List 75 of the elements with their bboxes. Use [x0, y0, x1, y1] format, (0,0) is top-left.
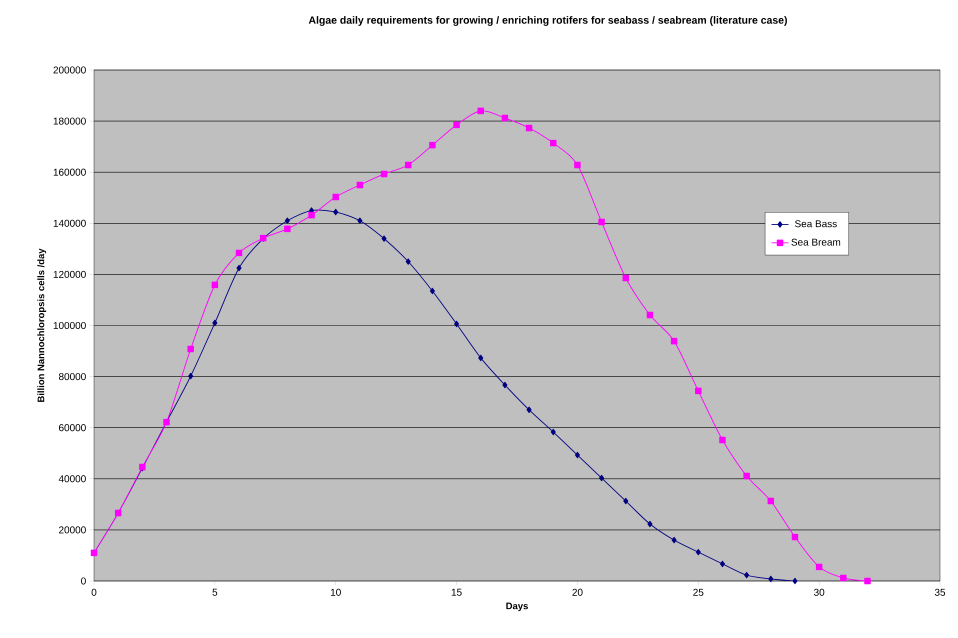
y-tick-label: 0	[81, 577, 86, 585]
point	[212, 282, 218, 288]
point	[695, 388, 702, 394]
y-axis-title: Billion Nannochloropsis cells /day	[37, 248, 46, 402]
y-tick-label: 140000	[54, 220, 86, 227]
point	[719, 436, 726, 444]
point	[236, 264, 242, 272]
point	[670, 338, 678, 344]
point	[454, 320, 460, 328]
y-tick-label: 100000	[54, 322, 86, 330]
legend-label: Sea Bass	[795, 220, 837, 228]
x-tick-label: 0	[92, 588, 96, 596]
point	[382, 235, 387, 242]
point	[574, 452, 580, 458]
point	[550, 428, 556, 436]
x-tick-label: 5	[212, 588, 218, 596]
point	[598, 218, 605, 226]
point	[356, 182, 364, 188]
point	[404, 162, 412, 168]
point	[333, 208, 338, 216]
point	[406, 258, 411, 265]
point	[720, 560, 726, 568]
chart-title: Algae daily requirements for growing / enriching rotifers for seabass / seabream (literature case)	[308, 16, 787, 26]
y-tick-label: 200000	[53, 66, 86, 74]
point	[768, 576, 774, 582]
point	[478, 354, 484, 362]
x-tick-label: 10	[330, 588, 341, 596]
y-tick-label: 180000	[54, 118, 86, 125]
point	[308, 212, 315, 218]
point	[236, 250, 242, 256]
point	[599, 474, 604, 482]
point	[429, 142, 436, 148]
point	[284, 226, 291, 232]
point	[696, 548, 701, 556]
point	[768, 498, 774, 504]
point	[478, 108, 484, 114]
point	[816, 564, 822, 570]
y-tick-label: 160000	[54, 168, 86, 176]
legend-label: Sea Bream	[791, 238, 840, 246]
x-tick-label: 15	[452, 588, 462, 596]
point	[430, 288, 435, 294]
point	[502, 114, 508, 122]
point	[550, 140, 556, 146]
point	[332, 194, 339, 200]
point	[743, 472, 750, 480]
x-tick-label: 30	[814, 588, 824, 596]
point	[526, 124, 532, 132]
point	[574, 162, 581, 168]
point	[647, 520, 652, 528]
point	[840, 574, 847, 582]
x-axis-title: Days	[506, 602, 528, 612]
point	[453, 122, 460, 128]
point	[744, 572, 750, 578]
point	[622, 274, 630, 282]
point	[187, 346, 194, 352]
point	[792, 578, 798, 584]
point	[792, 534, 798, 540]
point	[502, 382, 508, 388]
point	[672, 536, 677, 544]
point	[188, 372, 194, 380]
point	[357, 218, 362, 224]
y-tick-label: 80000	[58, 373, 86, 380]
y-tick-label: 20000	[59, 526, 86, 534]
x-tick-label: 20	[572, 588, 583, 596]
point	[284, 218, 290, 224]
y-tick-label: 120000	[54, 270, 86, 278]
x-tick-label: 35	[934, 588, 946, 596]
point	[526, 406, 532, 414]
point	[646, 312, 654, 318]
point	[380, 170, 388, 178]
y-tick-label: 60000	[59, 424, 86, 432]
y-tick-label: 40000	[58, 475, 86, 482]
point	[212, 320, 218, 326]
point	[623, 498, 628, 504]
x-tick-label: 25	[693, 588, 704, 596]
